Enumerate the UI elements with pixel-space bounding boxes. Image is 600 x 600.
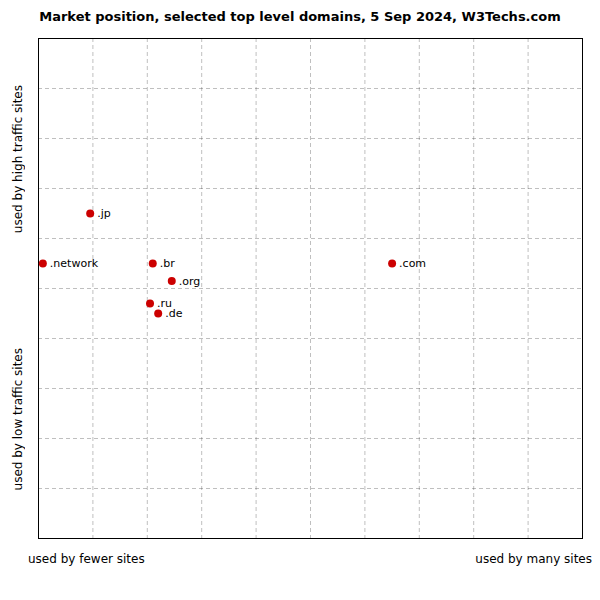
html-text:used by high traffic sites: used by high traffic sites: [11, 85, 25, 234]
html-text:used by low traffic sites: used by low traffic sites: [11, 348, 25, 491]
html-text:used by many sites: used by many sites: [475, 552, 592, 566]
html-text:Market position, selected top: Market position, selected top level doma…: [39, 9, 561, 24]
svg-text:.ru: .ru: [157, 297, 172, 310]
svg-text:.com: .com: [399, 257, 426, 270]
svg-text:.de: .de: [165, 307, 182, 320]
svg-text:.jp: .jp: [97, 207, 111, 220]
svg-text:.network: .network: [50, 257, 99, 270]
svg-text:.br: .br: [160, 257, 175, 270]
svg-text:.org: .org: [179, 275, 201, 288]
html-text:used by fewer sites: used by fewer sites: [28, 552, 145, 566]
